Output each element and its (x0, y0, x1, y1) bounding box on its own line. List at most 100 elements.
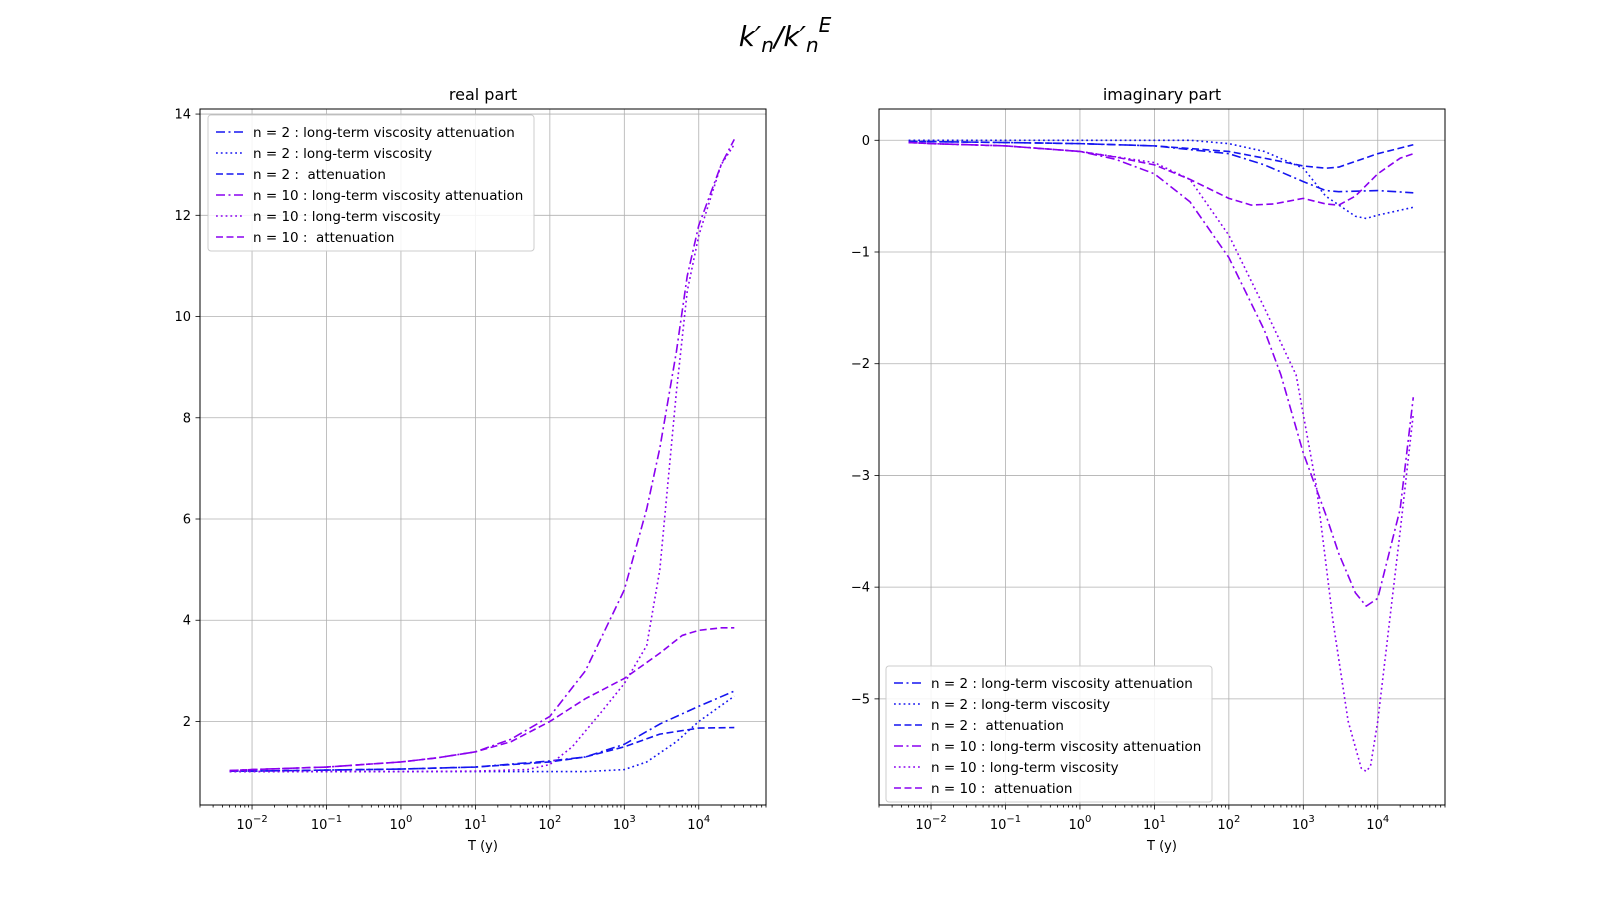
x-tick-base: 10 (613, 818, 630, 833)
x-minor-ticks (199, 805, 767, 808)
legend-label: n = 2 : attenuation (931, 718, 1064, 734)
x-tick-exponent: 1 (1159, 814, 1165, 825)
suptitle-sup-e: E (819, 13, 832, 37)
x-axis-label: T (y) (1146, 839, 1177, 854)
series-line (908, 141, 1415, 607)
x-tick-label: 104 (1366, 814, 1389, 833)
suptitle-separator: /k′ (771, 20, 807, 53)
x-tick-base: 10 (1366, 818, 1383, 833)
series-line (908, 140, 1414, 170)
legend-label: n = 2 : long-term viscosity (931, 697, 1110, 713)
series-line (229, 139, 736, 772)
x-tick-label: 100 (389, 814, 412, 833)
legend-label: n = 10 : long-term viscosity (253, 209, 441, 225)
x-tick-base: 10 (311, 818, 328, 833)
x-tick-label: 10−2 (236, 814, 267, 833)
legend-label: n = 2 : attenuation (253, 167, 386, 183)
suptitle-sub-n2: n (806, 33, 819, 57)
x-tick-exponent: 0 (1085, 814, 1091, 825)
chart-imaginary-part: 10−2 10−1 100 101 102 103 1040−1−2−3−4−5imagin… (851, 85, 1446, 854)
x-tick-label: 102 (538, 814, 561, 833)
x-tick-base: 10 (1068, 818, 1085, 833)
series-group (229, 139, 736, 773)
x-tick-base: 10 (236, 818, 253, 833)
x-tick-exponent: −2 (932, 814, 947, 825)
y-tick-label: −3 (851, 469, 870, 484)
x-tick-exponent: 4 (1383, 814, 1389, 825)
legend-label: n = 10 : long-term viscosity attenuation (931, 739, 1201, 755)
axes-frame (199, 108, 767, 806)
chart-title: imaginary part (1103, 85, 1221, 104)
y-tick-label: −4 (851, 581, 870, 596)
x-tick-label: 100 (1068, 814, 1091, 833)
x-tick-exponent: 0 (406, 814, 412, 825)
series-line (229, 690, 735, 772)
legend: n = 2 : long-term viscosity attenuation n… (885, 665, 1213, 803)
y-tick-label: 8 (183, 411, 191, 426)
series-line (229, 726, 735, 772)
x-axis-ticks: 10−2 10−1 100 101 102 103 104 (915, 805, 1389, 833)
series-line (908, 141, 1414, 206)
legend-label: n = 2 : long-term viscosity attenuation (931, 676, 1193, 692)
x-tick-base: 10 (1143, 818, 1160, 833)
legend-label: n = 10 : attenuation (931, 781, 1072, 797)
y-tick-label: −2 (851, 357, 870, 372)
x-tick-exponent: 3 (1308, 814, 1314, 825)
x-tick-label: 10−1 (311, 814, 342, 833)
legend-label: n = 10 : long-term viscosity (931, 760, 1119, 776)
y-tick-label: 12 (174, 209, 191, 224)
x-minor-ticks (878, 805, 1446, 808)
x-axis-label: T (y) (467, 839, 498, 854)
x-tick-label: 10−1 (990, 814, 1021, 833)
series-line (229, 143, 735, 773)
x-tick-base: 10 (464, 818, 481, 833)
suptitle-sub-n: n (761, 33, 774, 57)
y-tick-label: 10 (174, 310, 191, 325)
x-tick-label: 101 (464, 814, 487, 833)
y-tick-label: −1 (851, 245, 870, 260)
x-axis-ticks: 10−2 10−1 100 101 102 103 104 (236, 805, 710, 833)
x-tick-exponent: −1 (327, 814, 342, 825)
figure-suptitle: k′n/k′nE (739, 13, 832, 57)
y-tick-label: 14 (174, 108, 191, 123)
x-tick-label: 102 (1217, 814, 1240, 833)
suptitle-k: k′ (739, 20, 762, 53)
x-tick-label: 103 (613, 814, 636, 833)
x-tick-label: 103 (1292, 814, 1315, 833)
x-tick-label: 101 (1143, 814, 1166, 833)
legend: n = 2 : long-term viscosity attenuation n… (207, 114, 535, 252)
x-tick-exponent: −2 (253, 814, 268, 825)
y-tick-label: 2 (183, 715, 191, 730)
x-tick-exponent: 2 (555, 814, 561, 825)
x-tick-base: 10 (389, 818, 406, 833)
legend-box (885, 665, 1213, 803)
y-axis-ticks: 2 4 6 8 10 12 14 (174, 108, 200, 730)
series-line (229, 627, 735, 772)
x-tick-exponent: −1 (1006, 814, 1021, 825)
y-tick-label: 6 (183, 513, 191, 528)
x-tick-exponent: 3 (629, 814, 635, 825)
legend-label: n = 2 : long-term viscosity attenuation (253, 125, 515, 141)
series-group (908, 139, 1415, 773)
x-tick-label: 10−2 (915, 814, 946, 833)
x-tick-base: 10 (687, 818, 704, 833)
x-tick-base: 10 (990, 818, 1007, 833)
x-tick-base: 10 (1217, 818, 1234, 833)
y-tick-label: 4 (183, 614, 191, 629)
x-tick-base: 10 (915, 818, 932, 833)
legend-box (207, 114, 535, 252)
x-tick-label: 104 (687, 814, 710, 833)
x-tick-exponent: 1 (480, 814, 486, 825)
y-axis-ticks: 0 −1 −2 −3 −4 −5 (851, 134, 879, 707)
legend-label: n = 10 : attenuation (253, 230, 394, 246)
series-line (908, 140, 1414, 194)
y-tick-label: −5 (851, 692, 870, 707)
legend-label: n = 10 : long-term viscosity attenuation (253, 188, 523, 204)
x-tick-base: 10 (538, 818, 555, 833)
x-tick-exponent: 2 (1234, 814, 1240, 825)
x-tick-exponent: 4 (704, 814, 710, 825)
legend-label: n = 2 : long-term viscosity (253, 146, 432, 162)
x-tick-base: 10 (1292, 818, 1309, 833)
